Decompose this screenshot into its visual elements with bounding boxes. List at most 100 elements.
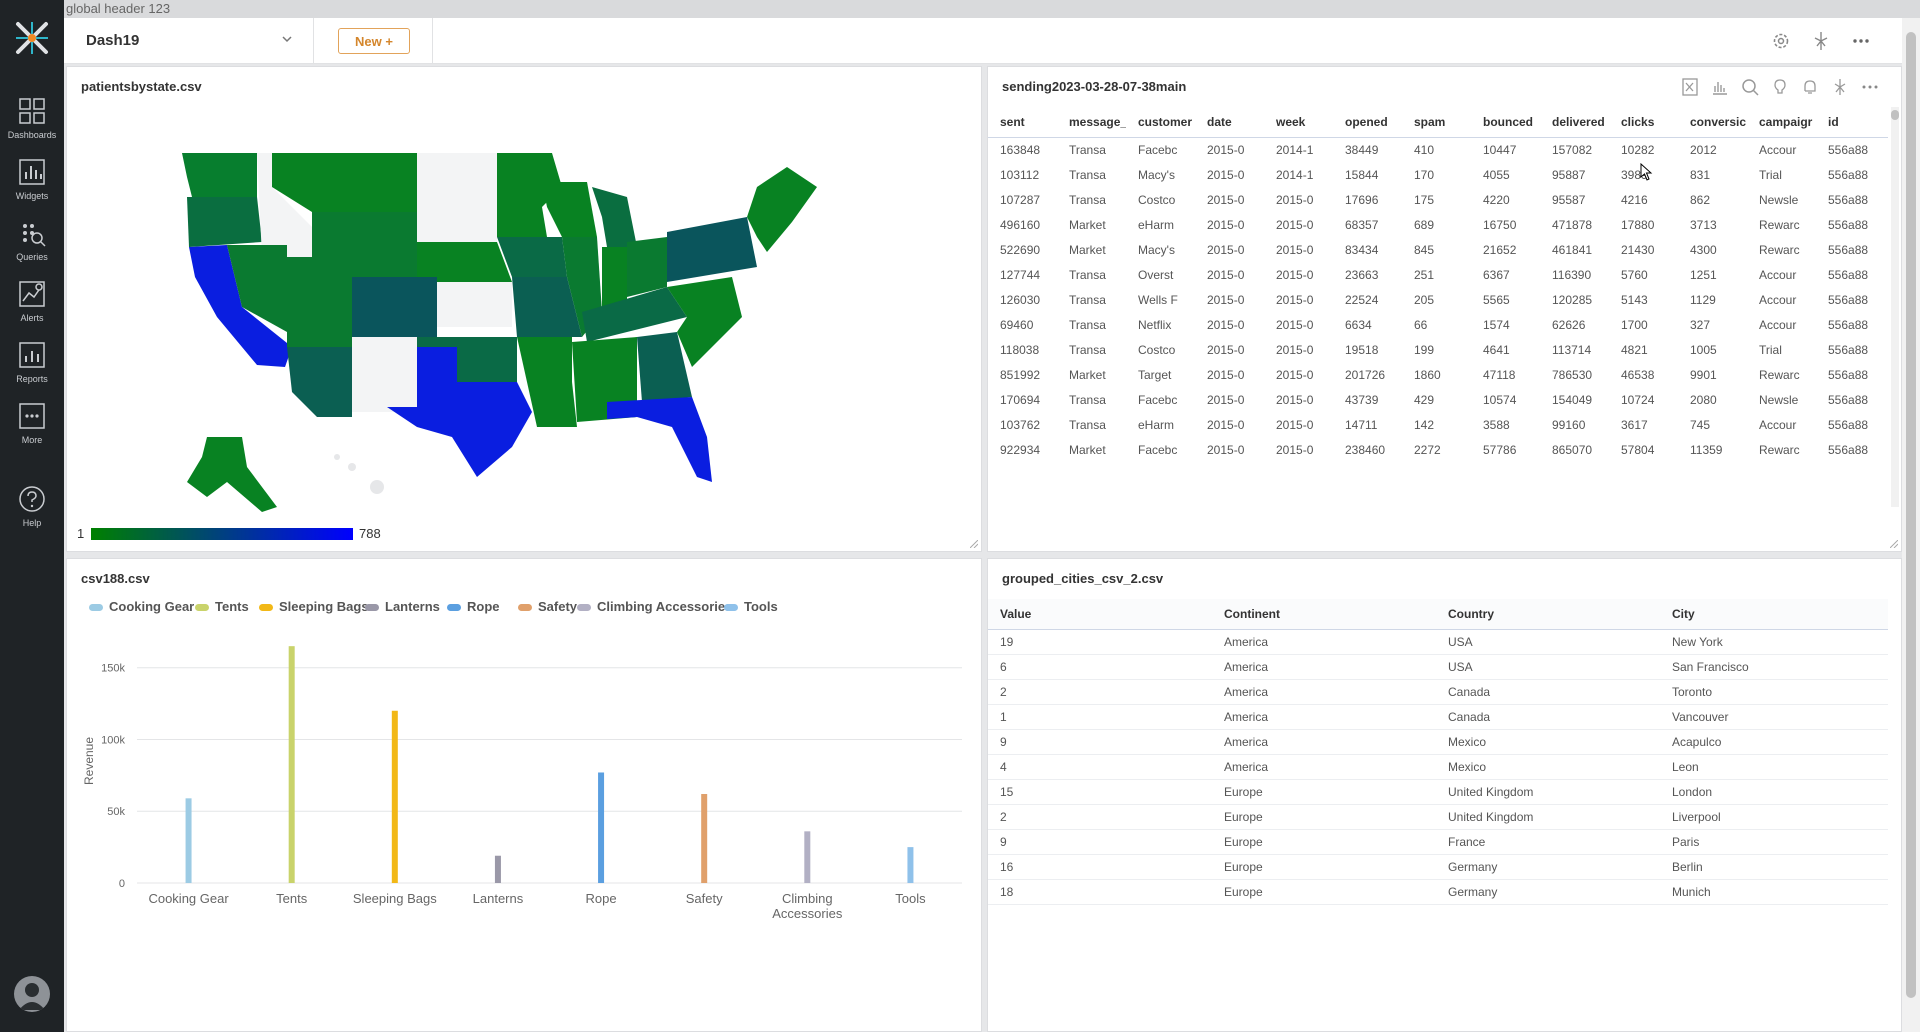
column-header[interactable]: Value: [1000, 606, 1032, 621]
table-row[interactable]: 522690 Market Macy's 2015-0 2015-0 83434 845 21…: [988, 237, 1888, 262]
state-shape[interactable]: [287, 347, 352, 417]
resize-handle-icon[interactable]: [1890, 540, 1898, 548]
table-row[interactable]: 2 America Canada Toronto: [988, 679, 1888, 704]
legend-item[interactable]: Tools: [724, 599, 778, 614]
column-header[interactable]: week: [1276, 114, 1306, 129]
legend-item[interactable]: Tents: [195, 599, 249, 614]
bar[interactable]: [391, 710, 398, 883]
bar[interactable]: [701, 794, 708, 883]
bar[interactable]: [494, 855, 501, 883]
state-shape[interactable]: [352, 277, 437, 337]
state-shape[interactable]: [417, 337, 517, 382]
bar[interactable]: [288, 646, 295, 883]
table-row[interactable]: 170694 Transa Facebc 2015-0 2015-0 43739 429 10…: [988, 387, 1888, 412]
state-shape[interactable]: [287, 257, 352, 347]
state-shape[interactable]: [370, 480, 384, 494]
resize-handle-icon[interactable]: [970, 540, 978, 548]
table-row[interactable]: 2 Europe United Kingdom Liverpool: [988, 804, 1888, 829]
state-shape[interactable]: [747, 167, 817, 252]
state-shape[interactable]: [352, 337, 417, 412]
column-header[interactable]: Continent: [1224, 606, 1280, 621]
state-shape[interactable]: [602, 247, 627, 312]
table-scrollbar-thumb[interactable]: [1891, 110, 1899, 120]
state-shape[interactable]: [542, 182, 597, 237]
state-shape[interactable]: [334, 454, 340, 460]
dashboard-selector[interactable]: Dash19: [64, 18, 314, 64]
chart-icon[interactable]: [1710, 77, 1730, 97]
state-shape[interactable]: [607, 397, 712, 482]
page-scrollbar[interactable]: [1902, 18, 1920, 1032]
bar[interactable]: [907, 847, 914, 883]
table-row[interactable]: 16 Europe Germany Berlin: [988, 854, 1888, 879]
bar[interactable]: [185, 798, 192, 883]
state-shape[interactable]: [348, 463, 356, 471]
state-shape[interactable]: [312, 212, 417, 277]
column-header[interactable]: date: [1207, 114, 1232, 129]
legend-item[interactable]: Rope: [447, 599, 500, 614]
state-shape[interactable]: [527, 382, 577, 427]
column-header[interactable]: customer: [1138, 114, 1193, 129]
state-shape[interactable]: [227, 245, 287, 332]
lightbulb-icon[interactable]: [1770, 77, 1790, 97]
new-button[interactable]: New +: [338, 28, 410, 54]
page-scrollbar-thumb[interactable]: [1906, 32, 1916, 998]
gear-icon[interactable]: [1770, 30, 1792, 52]
column-header[interactable]: sent: [1000, 114, 1025, 129]
state-shape[interactable]: [187, 437, 277, 512]
state-shape[interactable]: [497, 153, 562, 237]
table-row[interactable]: 922934 Market Facebc 2015-0 2015-0 238460 2272…: [988, 437, 1888, 462]
nav-item-queries[interactable]: Queries: [0, 218, 64, 278]
column-header[interactable]: City: [1672, 606, 1695, 621]
table-row[interactable]: 1 America Canada Vancouver: [988, 704, 1888, 729]
table-row[interactable]: 9 America Mexico Acapulco: [988, 729, 1888, 754]
table-row[interactable]: 127744 Transa Overst 2015-0 2015-0 23663 251 63…: [988, 262, 1888, 287]
search-icon[interactable]: [1740, 77, 1760, 97]
table-row[interactable]: 6 America USA San Francisco: [988, 654, 1888, 679]
state-shape[interactable]: [582, 287, 687, 342]
bar[interactable]: [804, 831, 811, 883]
table-row[interactable]: 19 America USA New York: [988, 629, 1888, 654]
nav-item-widgets[interactable]: Widgets: [0, 157, 64, 217]
more-options-icon[interactable]: [1850, 30, 1872, 52]
us-choropleth-map[interactable]: [167, 137, 927, 537]
state-shape[interactable]: [517, 337, 572, 382]
column-header[interactable]: campaigr: [1759, 114, 1813, 129]
table-row[interactable]: 163848 Transa Facebc 2015-0 2014-1 38449 410 10…: [988, 137, 1888, 162]
user-avatar[interactable]: [14, 976, 50, 1012]
state-shape[interactable]: [497, 237, 567, 277]
table-row[interactable]: 103762 Transa eHarm 2015-0 2015-0 14711 142 358…: [988, 412, 1888, 437]
state-shape[interactable]: [512, 277, 582, 337]
column-header[interactable]: delivered: [1552, 114, 1605, 129]
nav-item-help[interactable]: Help: [0, 484, 64, 544]
column-header[interactable]: id: [1828, 114, 1839, 129]
legend-item[interactable]: Cooking Gear: [89, 599, 194, 614]
state-shape[interactable]: [627, 237, 667, 297]
state-shape[interactable]: [417, 192, 497, 242]
bar[interactable]: [598, 772, 605, 883]
table-row[interactable]: 4 America Mexico Leon: [988, 754, 1888, 779]
table-row[interactable]: 496160 Market eHarm 2015-0 2015-0 68357 689 167…: [988, 212, 1888, 237]
state-shape[interactable]: [182, 153, 257, 197]
legend-item[interactable]: Safety: [518, 599, 577, 614]
state-shape[interactable]: [187, 197, 262, 247]
table-row[interactable]: 126030 Transa Wells F 2015-0 2015-0 22524 205 5…: [988, 287, 1888, 312]
state-shape[interactable]: [272, 153, 417, 212]
state-shape[interactable]: [592, 187, 637, 247]
app-logo-icon[interactable]: [14, 20, 50, 56]
sparkle-icon[interactable]: [1830, 77, 1850, 97]
bell-icon[interactable]: [1800, 77, 1820, 97]
table-row[interactable]: 851992 Market Target 2015-0 2015-0 201726 1860…: [988, 362, 1888, 387]
state-shape[interactable]: [417, 242, 512, 282]
table-row[interactable]: 107287 Transa Costco 2015-0 2015-0 17696 175 42…: [988, 187, 1888, 212]
table-row[interactable]: 18 Europe Germany Munich: [988, 879, 1888, 904]
table-row[interactable]: 9 Europe France Paris: [988, 829, 1888, 854]
legend-item[interactable]: Lanterns: [365, 599, 440, 614]
state-shape[interactable]: [667, 277, 742, 367]
table-row[interactable]: 118038 Transa Costco 2015-0 2015-0 19518 199 46…: [988, 337, 1888, 362]
table-scrollbar[interactable]: [1891, 107, 1899, 507]
state-shape[interactable]: [189, 245, 292, 367]
legend-item[interactable]: Climbing Accessories: [577, 599, 732, 614]
revenue-bar-chart[interactable]: 0 50k 100k 150k Revenue Cooking Gear Tents Slee…: [67, 619, 981, 1029]
state-shape[interactable]: [572, 337, 637, 422]
column-header[interactable]: clicks: [1621, 114, 1655, 129]
